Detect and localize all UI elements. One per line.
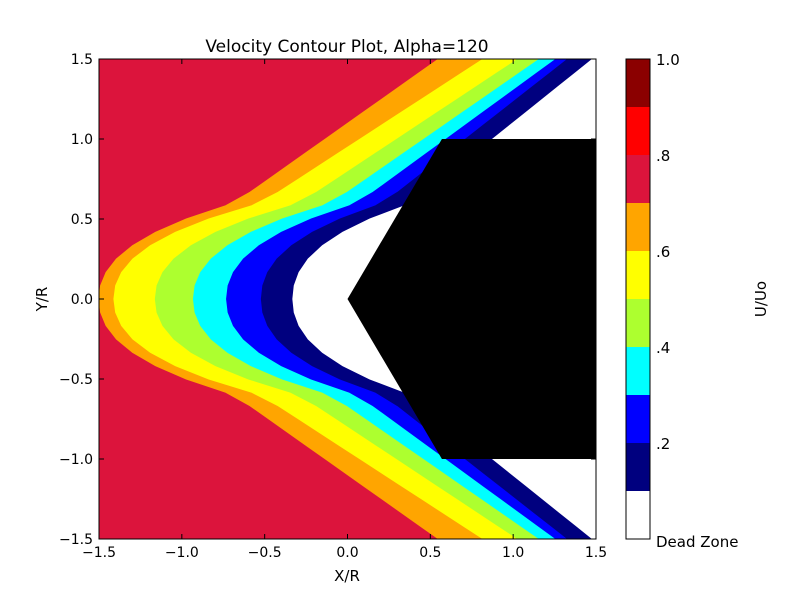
colorbar-segment [626,59,650,107]
y-tick-label: −1.0 [59,452,93,468]
y-tick-label: 0.5 [71,212,93,228]
colorbar-frame [625,58,651,540]
x-tick-label: 0.0 [336,545,358,561]
colorbar-segment [626,491,650,539]
colorbar-tick-label: .4 [656,339,670,357]
colorbar-tick-label: .8 [656,147,670,165]
colorbar-segment [626,443,650,491]
colorbar-tick-label: .6 [656,243,670,261]
colorbar-segment [626,347,650,395]
solid-body [347,139,596,459]
colorbar-segment [626,203,650,251]
x-axis-label: X/R [334,567,360,585]
colorbar-ticks: 1.0 .8 .6 .4 .2 Dead Zone [656,51,738,551]
x-tick-label: 1.0 [502,545,524,561]
x-tick-label: −1.5 [82,545,116,561]
colorbar-segment [626,299,650,347]
plot-area [99,59,596,539]
y-tick-label: −1.5 [59,532,93,548]
colorbar-label: U/Uo [752,281,770,317]
x-tick-label: 0.5 [419,545,441,561]
x-tick-label: −0.5 [248,545,282,561]
colorbar-tick-label: 1.0 [656,51,680,69]
colorbar-tick-label: Dead Zone [656,533,738,551]
y-tick-label: −0.5 [59,372,93,388]
colorbar-segment [626,155,650,203]
colorbar-segment [626,107,650,155]
y-tick-label: 1.5 [71,52,93,68]
y-tick-label: 1.0 [71,132,93,148]
colorbar-segment [626,395,650,443]
colorbar [626,59,650,539]
chart-title: Velocity Contour Plot, Alpha=120 [205,37,488,57]
x-tick-label: 1.5 [585,545,607,561]
y-axis: −1.5 −1.0 −0.5 0.0 0.5 1.0 1.5 [59,52,596,548]
colorbar-tick-label: .2 [656,435,670,453]
x-tick-label: −1.0 [165,545,199,561]
y-tick-label: 0.0 [71,292,93,308]
x-axis: −1.5 −1.0 −0.5 0.0 0.5 1.0 1.5 [82,59,607,561]
y-axis-label: Y/R [33,287,51,313]
colorbar-segment [626,251,650,299]
